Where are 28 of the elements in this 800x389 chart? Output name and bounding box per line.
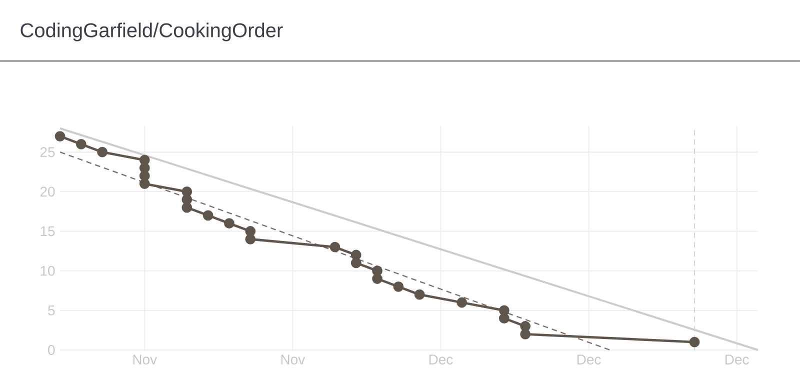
point	[97, 146, 108, 158]
point	[689, 336, 700, 348]
point	[245, 226, 256, 236]
point	[182, 202, 192, 213]
chart-title: CodingGarfield/CookingOrder	[20, 22, 283, 42]
point	[224, 218, 234, 229]
point	[245, 234, 256, 244]
point	[350, 250, 362, 260]
point	[498, 305, 510, 316]
point	[372, 266, 382, 276]
point	[414, 289, 425, 300]
point	[139, 178, 150, 189]
point	[202, 210, 214, 221]
point	[498, 313, 510, 324]
point	[182, 186, 192, 197]
point	[139, 170, 150, 182]
point	[139, 162, 150, 174]
point	[393, 281, 404, 292]
point	[372, 274, 382, 284]
point	[182, 194, 192, 205]
point	[76, 138, 86, 150]
point	[54, 131, 66, 142]
point	[139, 154, 150, 166]
point	[350, 258, 362, 268]
point	[330, 242, 340, 252]
point	[520, 321, 531, 332]
point	[520, 328, 531, 340]
point	[456, 297, 468, 308]
